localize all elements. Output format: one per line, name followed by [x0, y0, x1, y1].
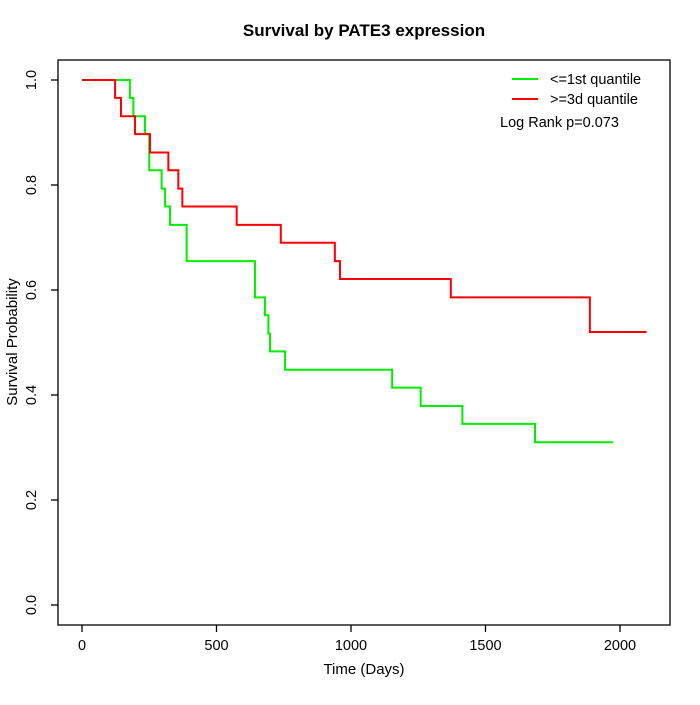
x-axis-label: Time (Days) [323, 661, 404, 678]
y-axis-label: Survival Probability [4, 278, 21, 406]
x-tick-label: 1500 [469, 638, 501, 654]
log-rank-annotation: Log Rank p=0.073 [500, 115, 619, 131]
legend-label-low-group: <=1st quantile [550, 72, 641, 88]
y-axis-ticks: 0.0 0.2 0.4 0.6 0.8 1.0 [24, 70, 58, 615]
survival-curves [82, 79, 647, 444]
x-tick-label: 500 [204, 638, 228, 654]
low-expression-curve [82, 79, 614, 444]
x-tick-label: 0 [78, 638, 86, 654]
x-tick-label: 1000 [335, 638, 367, 654]
legend-label-high-group: >=3d quantile [550, 92, 638, 108]
x-axis-ticks: 0 500 1000 1500 2000 [78, 625, 636, 654]
y-tick-label: 0.6 [24, 280, 40, 300]
y-tick-label: 0.8 [24, 175, 40, 195]
chart-title: Survival by PATE3 expression [243, 21, 485, 40]
high-expression-curve [82, 79, 647, 333]
x-tick-label: 2000 [604, 638, 636, 654]
y-tick-label: 0.4 [24, 385, 40, 405]
plot-box [57, 59, 671, 626]
y-tick-label: 0.0 [24, 595, 40, 615]
legend: <=1st quantile >=3d quantile Log Rank p=… [500, 72, 641, 131]
y-tick-label: 1.0 [24, 70, 40, 90]
y-tick-label: 0.2 [24, 490, 40, 510]
